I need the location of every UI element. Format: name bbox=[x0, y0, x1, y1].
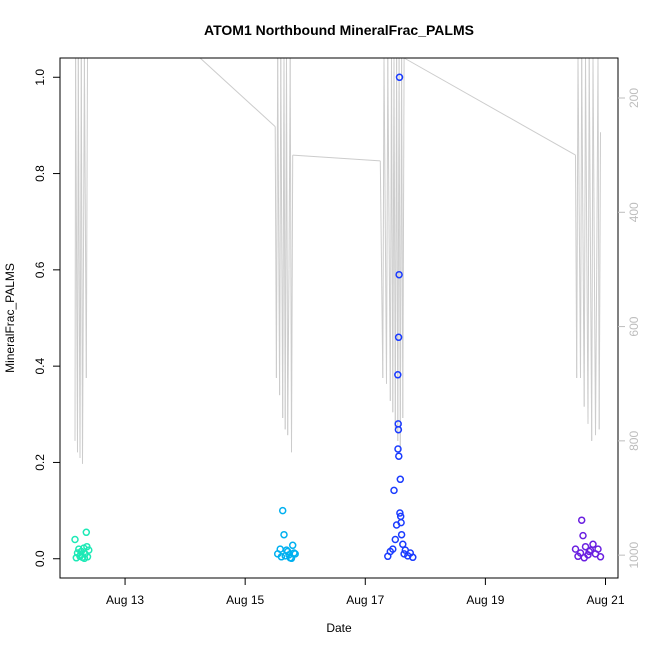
data-point bbox=[395, 270, 403, 279]
altitude-trace-segment bbox=[280, 57, 284, 419]
data-point bbox=[579, 531, 587, 540]
y-tick-label: 1.0 bbox=[33, 69, 47, 86]
data-point bbox=[395, 452, 403, 460]
data-point bbox=[277, 553, 286, 561]
data-point bbox=[82, 528, 91, 537]
data-point bbox=[71, 535, 79, 544]
altitude-trace-segment bbox=[402, 57, 405, 419]
x-tick-label: Aug 15 bbox=[226, 593, 264, 607]
data-point bbox=[288, 541, 297, 550]
data-point bbox=[395, 73, 404, 82]
data-point bbox=[577, 516, 586, 524]
y2-tick-label: 400 bbox=[627, 202, 641, 222]
altitude-trace-segment bbox=[387, 57, 391, 401]
x-axis: Aug 13 Aug 15 Aug 17 Aug 19 Aug 21 bbox=[106, 577, 625, 607]
data-point bbox=[585, 547, 593, 556]
altitude-trace-segment bbox=[585, 57, 589, 424]
right-y-axis: 200 400 600 800 1000 bbox=[618, 88, 641, 568]
data-point bbox=[399, 540, 407, 549]
y2-tick-label: 800 bbox=[627, 431, 641, 451]
altitude-trace-segment bbox=[595, 269, 598, 436]
data-point bbox=[589, 540, 597, 549]
data-point bbox=[280, 530, 288, 539]
altitude-trace-segment bbox=[583, 57, 586, 407]
data-point bbox=[571, 545, 580, 553]
y-axis-label: MineralFrac_PALMS bbox=[3, 263, 17, 373]
altitude-trace-segment bbox=[588, 57, 593, 441]
y-tick-label: 0.4 bbox=[33, 357, 47, 374]
altitude-trace-segment bbox=[382, 57, 385, 379]
data-point bbox=[580, 554, 588, 562]
data-point bbox=[83, 542, 91, 551]
x-axis-label: Date bbox=[326, 621, 352, 635]
altitude-trace-layer bbox=[74, 57, 601, 464]
altitude-trace-segment bbox=[199, 57, 276, 127]
altitude-trace-segment bbox=[277, 57, 281, 396]
altitude-trace-segment bbox=[591, 57, 594, 441]
altitude-trace-segment bbox=[581, 57, 585, 407]
altitude-trace-segment bbox=[80, 57, 83, 464]
data-point bbox=[394, 445, 402, 453]
data-point bbox=[596, 553, 605, 561]
data-point bbox=[394, 371, 402, 379]
data-point bbox=[390, 486, 398, 495]
altitude-trace-segment bbox=[587, 57, 590, 424]
data-point bbox=[397, 530, 406, 539]
plot-frame bbox=[59, 57, 619, 579]
y2-tick-label: 600 bbox=[627, 316, 641, 336]
data-point bbox=[389, 545, 397, 553]
altitude-trace-segment bbox=[287, 269, 290, 436]
altitude-trace-segment bbox=[292, 154, 381, 162]
y-tick-label: 0.8 bbox=[33, 165, 47, 182]
y2-tick-label: 1000 bbox=[627, 541, 641, 568]
altitude-trace-segment bbox=[82, 57, 85, 464]
x-tick-label: Aug 19 bbox=[466, 593, 504, 607]
y-tick-label: 0.2 bbox=[33, 454, 47, 471]
y2-tick-label: 200 bbox=[627, 88, 641, 108]
data-point bbox=[394, 425, 403, 434]
data-point bbox=[278, 506, 287, 515]
data-point bbox=[396, 509, 404, 517]
x-tick-label: Aug 13 bbox=[106, 593, 144, 607]
data-point bbox=[80, 554, 89, 563]
altitude-trace-segment bbox=[291, 155, 294, 453]
data-point bbox=[290, 549, 298, 557]
altitude-trace-segment bbox=[275, 57, 279, 379]
altitude-trace-segment bbox=[577, 57, 581, 379]
y-tick-label: 0.6 bbox=[33, 261, 47, 278]
data-point bbox=[397, 518, 405, 527]
altitude-trace-segment bbox=[383, 57, 387, 384]
altitude-trace-segment bbox=[379, 160, 384, 379]
altitude-trace-segment bbox=[592, 57, 596, 436]
data-point bbox=[391, 535, 400, 544]
data-point bbox=[594, 545, 602, 553]
altitude-trace-segment bbox=[580, 57, 583, 379]
altitude-trace-segment bbox=[576, 57, 579, 379]
y-tick-label: 0.0 bbox=[33, 550, 47, 567]
altitude-trace-segment bbox=[286, 57, 289, 436]
altitude-trace-segment bbox=[386, 57, 389, 384]
data-point bbox=[394, 333, 403, 342]
y-axis: 0.0 0.2 0.4 0.6 0.8 1.0 bbox=[33, 69, 60, 567]
data-point bbox=[409, 553, 417, 562]
points-layer bbox=[71, 73, 605, 563]
data-point bbox=[586, 546, 595, 554]
x-tick-label: Aug 21 bbox=[586, 593, 624, 607]
altitude-trace-segment bbox=[83, 57, 87, 379]
data-point bbox=[576, 549, 585, 557]
x-tick-label: Aug 17 bbox=[346, 593, 384, 607]
altitude-trace-segment bbox=[85, 57, 88, 379]
chart-title: ATOM1 Northbound MineralFrac_PALMS bbox=[204, 22, 474, 38]
data-point bbox=[581, 542, 590, 551]
data-point bbox=[396, 475, 405, 484]
altitude-trace-segment bbox=[403, 57, 576, 156]
altitude-trace-segment bbox=[598, 132, 601, 430]
